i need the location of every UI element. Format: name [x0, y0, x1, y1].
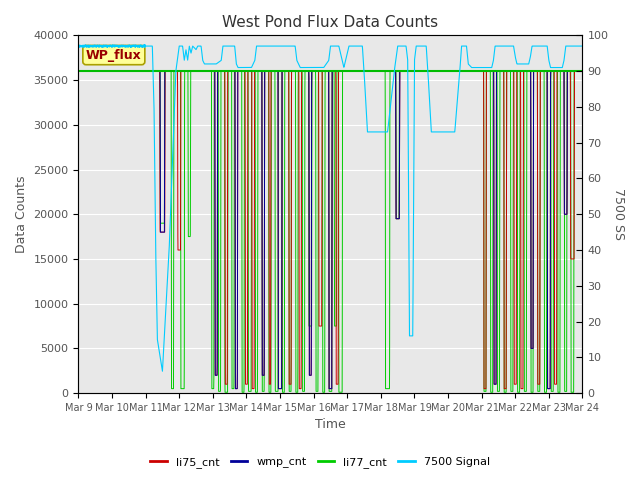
- Text: WP_flux: WP_flux: [86, 48, 141, 61]
- Legend: li75_cnt, wmp_cnt, li77_cnt, 7500 Signal: li75_cnt, wmp_cnt, li77_cnt, 7500 Signal: [146, 452, 494, 472]
- X-axis label: Time: Time: [315, 419, 346, 432]
- Y-axis label: Data Counts: Data Counts: [15, 176, 28, 253]
- Title: West Pond Flux Data Counts: West Pond Flux Data Counts: [222, 15, 438, 30]
- Y-axis label: 7500 SS: 7500 SS: [612, 188, 625, 240]
